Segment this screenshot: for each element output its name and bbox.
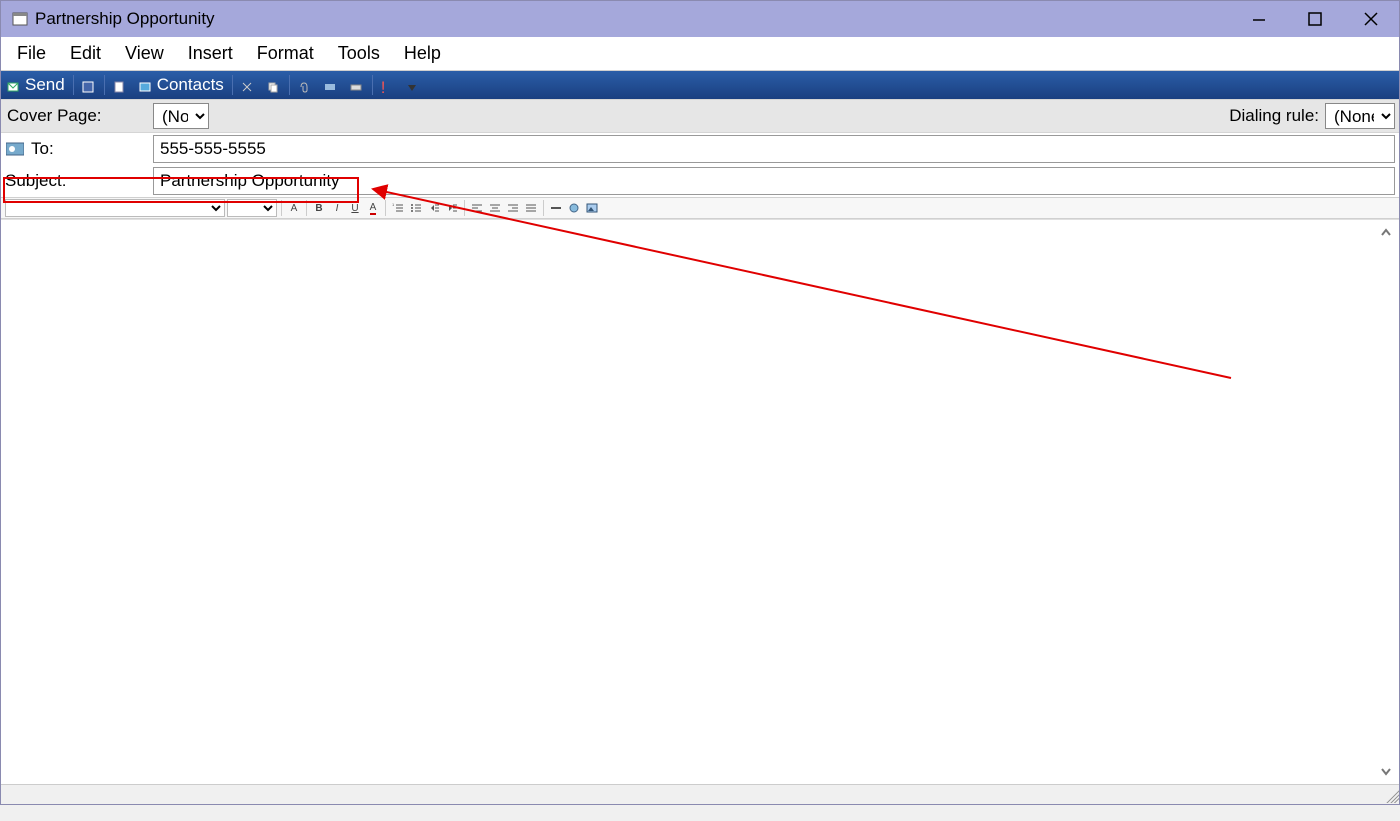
cut-button[interactable] (235, 71, 261, 99)
page-icon (113, 78, 127, 92)
align-justify-button[interactable] (523, 200, 539, 216)
priority-icon: ! (381, 78, 395, 92)
outdent-button[interactable] (426, 200, 442, 216)
menu-help[interactable]: Help (392, 39, 453, 68)
page-button[interactable] (107, 71, 133, 99)
coverpage-select[interactable]: (No (153, 103, 209, 129)
chevron-down-icon (407, 78, 421, 92)
align-center-button[interactable] (487, 200, 503, 216)
font-style-button[interactable]: A (286, 200, 302, 216)
window-title: Partnership Opportunity (35, 9, 215, 29)
bold-icon: B (315, 203, 322, 214)
outdent-icon (428, 202, 440, 214)
numbered-list-button[interactable]: 1 (390, 200, 406, 216)
doc-icon (324, 78, 338, 92)
dialing-rule-label: Dialing rule: (1229, 106, 1319, 126)
minimize-button[interactable] (1231, 1, 1287, 37)
to-label: To: (31, 139, 54, 159)
menu-edit[interactable]: Edit (58, 39, 113, 68)
contacts-button[interactable]: Contacts (133, 71, 230, 99)
align-left-button[interactable] (469, 200, 485, 216)
app-window: Partnership Opportunity File Edit View I… (0, 0, 1400, 805)
hr-button[interactable] (548, 200, 564, 216)
coverpage-label: Cover Page: (5, 106, 153, 126)
tool-a-button[interactable] (318, 71, 344, 99)
copy-icon (267, 78, 281, 92)
fontstyle-icon: A (291, 203, 298, 214)
scan-icon (350, 78, 364, 92)
link-icon (568, 202, 580, 214)
hr-icon (550, 202, 562, 214)
numbered-list-icon: 1 (392, 202, 404, 214)
send-button[interactable]: Send (1, 71, 71, 99)
coverpage-row: Cover Page: (No Dialing rule: (None (1, 99, 1399, 133)
contacts-icon (139, 78, 153, 92)
to-input[interactable] (153, 135, 1395, 163)
paperclip-icon (298, 78, 312, 92)
contacts-label: Contacts (157, 75, 224, 95)
indent-button[interactable] (444, 200, 460, 216)
resize-grip[interactable] (1383, 787, 1399, 803)
align-justify-icon (525, 202, 537, 214)
fontcolor-button[interactable]: A (365, 200, 381, 216)
menu-tools[interactable]: Tools (326, 39, 392, 68)
link-button[interactable] (566, 200, 582, 216)
fontcolor-icon: A (370, 202, 377, 215)
send-label: Send (25, 75, 65, 95)
bullet-list-button[interactable] (408, 200, 424, 216)
main-toolbar: Send Contacts (1, 71, 1399, 99)
menu-insert[interactable]: Insert (176, 39, 245, 68)
menu-view[interactable]: View (113, 39, 176, 68)
to-row: To: (1, 133, 1399, 165)
attach-button[interactable] (292, 71, 318, 99)
priority-button[interactable]: ! (375, 71, 401, 99)
bullet-list-icon (410, 202, 422, 214)
svg-text:1: 1 (392, 202, 395, 207)
font-size-select[interactable] (227, 199, 277, 217)
underline-icon: U (351, 203, 358, 214)
menubar: File Edit View Insert Format Tools Help (1, 37, 1399, 71)
chevron-up-icon (1380, 227, 1392, 239)
image-button[interactable] (584, 200, 600, 216)
font-family-select[interactable] (5, 199, 225, 217)
editor-body[interactable] (1, 219, 1399, 784)
align-left-icon (471, 202, 483, 214)
subject-row: Subject: (1, 165, 1399, 197)
align-right-button[interactable] (505, 200, 521, 216)
statusbar (1, 784, 1399, 804)
close-button[interactable] (1343, 1, 1399, 37)
menu-file[interactable]: File (5, 39, 58, 68)
subject-label: Subject: (5, 171, 66, 191)
chevron-down-icon (1380, 765, 1392, 777)
subject-input[interactable] (153, 167, 1395, 195)
bold-button[interactable]: B (311, 200, 327, 216)
indent-icon (446, 202, 458, 214)
save-button[interactable] (76, 71, 102, 99)
copy-button[interactable] (261, 71, 287, 99)
send-icon (7, 78, 21, 92)
align-center-icon (489, 202, 501, 214)
italic-button[interactable]: I (329, 200, 345, 216)
menu-format[interactable]: Format (245, 39, 326, 68)
app-icon (11, 10, 29, 28)
scroll-up-button[interactable] (1377, 224, 1395, 242)
editor-toolbar: A B I U A 1 (1, 197, 1399, 219)
cut-icon (241, 78, 255, 92)
tool-b-button[interactable] (344, 71, 370, 99)
image-icon (586, 202, 598, 214)
underline-button[interactable]: U (347, 200, 363, 216)
italic-icon: I (336, 203, 339, 214)
dialing-rule-select[interactable]: (None (1325, 103, 1395, 129)
save-icon (82, 78, 96, 92)
addressbook-icon[interactable] (5, 141, 25, 157)
dropdown-button[interactable] (401, 71, 427, 99)
align-right-icon (507, 202, 519, 214)
titlebar: Partnership Opportunity (1, 1, 1399, 37)
maximize-button[interactable] (1287, 1, 1343, 37)
scroll-down-button[interactable] (1377, 762, 1395, 780)
